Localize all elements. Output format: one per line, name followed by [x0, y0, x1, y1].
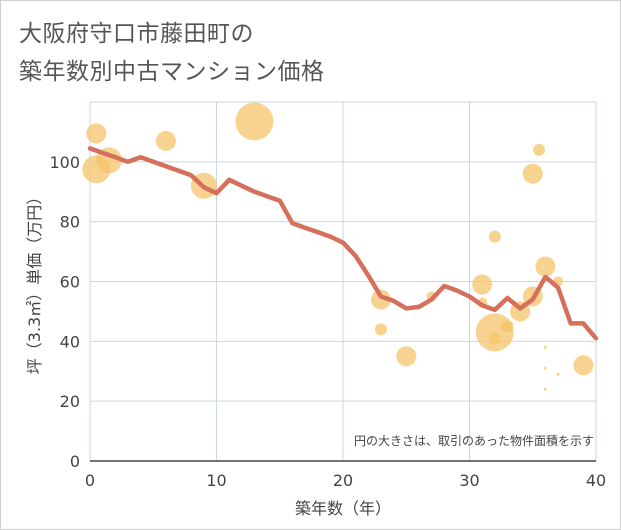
x-tick-label: 0 [85, 471, 95, 490]
grid-lines [89, 101, 597, 462]
data-point-bubble [533, 143, 546, 156]
y-tick-label: 80 [60, 213, 80, 232]
data-point-bubble [543, 366, 547, 370]
axis-ticks: 0 20 40 60 80 100 0 10 20 30 40 [49, 153, 606, 490]
y-axis-title: 坪（3.3㎡）単価（万円） [25, 189, 44, 374]
x-tick-label: 30 [459, 471, 479, 490]
chart-title: 大阪府守口市藤田町の 築年数別中古マンション価格 [19, 15, 325, 91]
y-tick-label: 0 [70, 452, 80, 471]
data-point-bubble [501, 320, 514, 333]
average-line-series [87, 146, 599, 341]
data-point-bubble [370, 289, 391, 310]
y-tick-label: 100 [49, 153, 80, 172]
data-point-bubble [488, 332, 501, 345]
bubble-size-note: 円の大きさは、取引のあった物件面積を示す [354, 433, 594, 448]
data-point-bubble [472, 274, 493, 295]
data-point-bubble [396, 346, 417, 367]
data-point-bubble [543, 345, 547, 349]
y-tick-label: 40 [60, 332, 80, 351]
data-point-bubble [86, 123, 107, 144]
data-point-bubble [488, 230, 501, 243]
data-point-bubble [535, 256, 556, 277]
chart-title-line-1: 大阪府守口市藤田町の [19, 21, 254, 47]
x-axis-title: 築年数（年） [295, 499, 391, 518]
data-point-bubble [155, 130, 176, 151]
chart-title-line-2: 築年数別中古マンション価格 [19, 59, 325, 85]
x-tick-label: 20 [333, 471, 353, 490]
data-point-bubble [543, 387, 547, 391]
data-point-bubble [374, 323, 387, 336]
data-point-bubble [235, 102, 274, 141]
data-point-bubble [573, 355, 594, 376]
data-point-bubble [556, 372, 560, 376]
y-tick-label: 20 [60, 392, 80, 411]
x-tick-label: 10 [206, 471, 226, 490]
y-tick-label: 60 [60, 273, 80, 292]
data-point-bubble [522, 163, 543, 184]
bubble-series [82, 102, 594, 391]
x-tick-label: 40 [586, 471, 606, 490]
average-price-line [87, 146, 599, 341]
